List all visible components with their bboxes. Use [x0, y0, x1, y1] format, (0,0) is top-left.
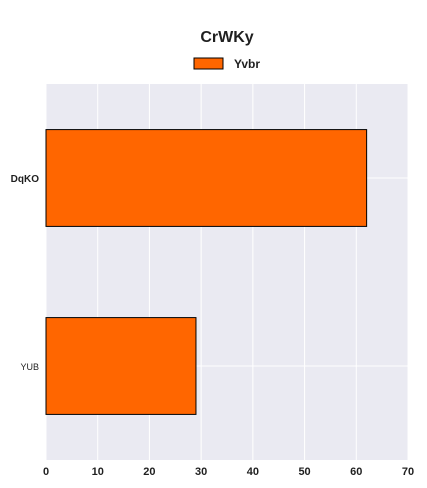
x-tick-label: 40: [247, 466, 259, 478]
bars: [45, 129, 368, 415]
y-tick-label: YUB: [20, 362, 39, 372]
y-tick-label: DqKO: [11, 174, 40, 185]
x-tick-label: 20: [143, 466, 155, 478]
y-axis-ticks: DqKO YUB: [11, 174, 40, 372]
legend-label: Yvbr: [234, 57, 260, 71]
x-tick-label: 30: [195, 466, 207, 478]
x-tick-label: 10: [92, 466, 104, 478]
legend-swatch: [193, 57, 224, 70]
chart-title: CrWKy: [200, 29, 253, 46]
bar-dqko: [45, 129, 368, 227]
x-tick-label: 60: [350, 466, 362, 478]
legend: Yvbr: [193, 57, 260, 71]
x-axis-ticks: 0 10 20 30 40 50 60 70: [43, 466, 414, 478]
x-tick-label: 50: [298, 466, 310, 478]
x-tick-label: 70: [402, 466, 414, 478]
x-tick-label: 0: [43, 466, 49, 478]
bar-yub: [45, 317, 197, 415]
